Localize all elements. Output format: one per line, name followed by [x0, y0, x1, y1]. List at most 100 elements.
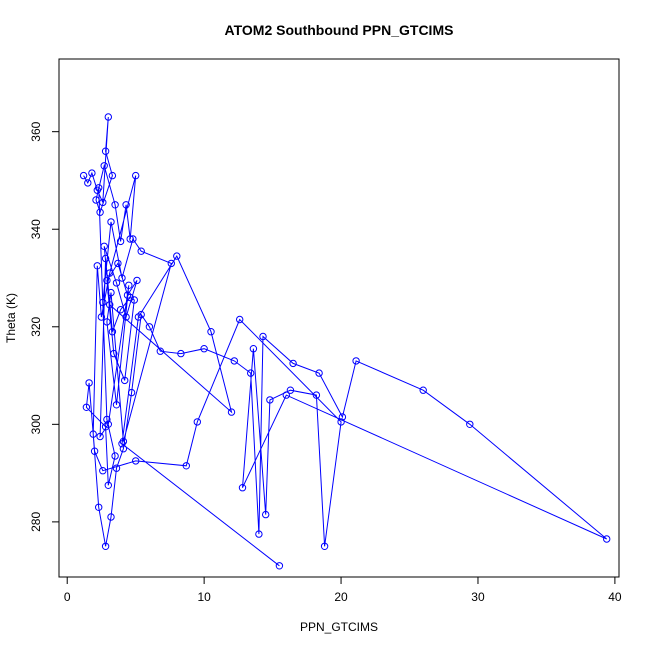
data-point [82, 403, 91, 411]
data-point [103, 276, 111, 285]
data-point [85, 379, 93, 387]
data-point [114, 259, 122, 268]
chart-title: ATOM2 Southbound PPN_GTCIMS [225, 22, 454, 38]
data-point [200, 345, 208, 353]
data-point [107, 218, 115, 226]
y-axis: 280 300 320 340 360 [29, 121, 60, 532]
data-point [133, 276, 141, 285]
data-point [95, 503, 103, 511]
data-point [100, 162, 108, 170]
x-tick-label: 10 [197, 590, 211, 604]
data-point [101, 542, 110, 550]
data-point [89, 430, 97, 438]
y-tick-label: 300 [29, 414, 43, 434]
data-point [156, 347, 165, 355]
data-point [104, 113, 113, 121]
data-point [88, 169, 96, 177]
data-point [116, 306, 125, 314]
data-point [103, 415, 111, 424]
data-point [236, 315, 244, 324]
data-point [167, 259, 176, 268]
data-point [106, 269, 114, 277]
data-point [107, 288, 115, 297]
series-line [83, 116, 608, 567]
data-point [106, 301, 114, 309]
data-point [99, 298, 107, 307]
data-point [118, 440, 126, 448]
data-point [126, 235, 134, 243]
data-point [352, 357, 360, 365]
x-axis-label: PPN_GTCIMS [300, 620, 378, 634]
data-point [100, 242, 108, 251]
data-point [101, 147, 110, 155]
data-point [132, 171, 140, 180]
series-points [79, 113, 611, 570]
data-point [282, 391, 290, 399]
data-point [107, 513, 115, 521]
data-point [97, 313, 106, 321]
data-point [129, 235, 137, 243]
data-point [112, 464, 121, 472]
data-point [145, 323, 154, 331]
data-point [247, 369, 255, 377]
data-point [104, 481, 113, 489]
data-point [118, 274, 126, 282]
data-point [96, 432, 104, 441]
data-point [122, 313, 130, 321]
data-point [96, 208, 104, 216]
data-point [123, 291, 132, 299]
data-point [95, 184, 103, 192]
data-point [603, 535, 611, 543]
data-point [207, 328, 215, 336]
y-tick-label: 280 [29, 512, 43, 532]
data-point [315, 369, 323, 377]
data-point [312, 391, 321, 399]
data-point [466, 420, 474, 428]
data-point [103, 318, 111, 326]
y-tick-label: 340 [29, 219, 43, 239]
data-point [289, 359, 297, 368]
y-axis-label: Theta (K) [4, 293, 18, 343]
data-point [111, 201, 119, 209]
data-point [112, 279, 121, 287]
data-point [90, 447, 99, 455]
data-point [108, 171, 117, 180]
data-point [320, 542, 329, 550]
data-point [92, 196, 100, 204]
data-point [419, 386, 427, 394]
x-tick-label: 30 [471, 590, 485, 604]
data-point [238, 484, 247, 492]
data-point [255, 530, 263, 538]
data-point [79, 171, 88, 180]
series-lines [83, 116, 608, 567]
data-point [259, 332, 267, 341]
data-point [108, 328, 117, 336]
data-point [111, 452, 119, 460]
data-point [137, 247, 145, 255]
data-point [99, 198, 107, 207]
data-point [337, 418, 345, 426]
x-tick-label: 40 [608, 590, 622, 604]
data-point [110, 349, 118, 358]
data-point [119, 445, 128, 453]
data-point [193, 418, 202, 426]
data-point [84, 179, 92, 187]
data-point [122, 201, 130, 209]
data-point [338, 413, 347, 421]
data-point [134, 313, 143, 321]
x-tick-label: 20 [334, 590, 348, 604]
data-point [132, 457, 140, 465]
data-point [93, 262, 102, 270]
data-point [227, 408, 236, 416]
data-point [266, 396, 274, 404]
x-axis: 0 10 20 30 40 [64, 576, 622, 604]
data-point [127, 388, 136, 397]
data-point [125, 281, 133, 289]
data-point [182, 462, 191, 470]
data-point [99, 467, 107, 475]
data-point [286, 386, 295, 394]
data-point [104, 420, 113, 428]
data-point [101, 254, 110, 263]
